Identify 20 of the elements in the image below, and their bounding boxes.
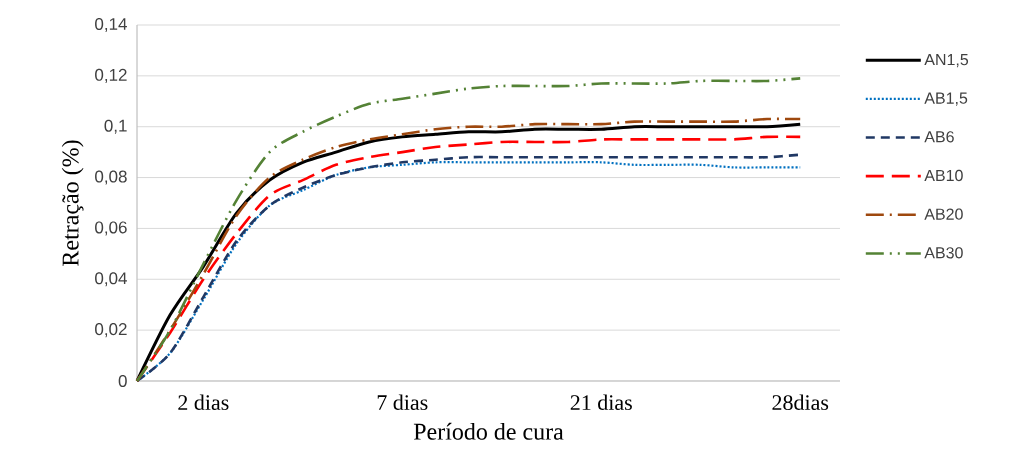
y-tick-label: 0,12: [95, 68, 127, 83]
legend-label: AN1,5: [924, 54, 969, 68]
legend-label: AB30: [924, 247, 963, 259]
y-tick-label: 0: [118, 374, 127, 388]
y-tick-label: 0,08: [95, 170, 127, 185]
legend-label: AB6: [924, 131, 954, 143]
legend-label: AB10: [924, 169, 963, 182]
y-tick-label: 0,04: [95, 272, 127, 287]
x-axis-title: Período de cura: [413, 422, 564, 440]
legend-label: AB20: [924, 208, 963, 220]
y-tick-label: 0,14: [95, 17, 127, 33]
y-tick-label: 0,1: [104, 119, 127, 134]
x-tick-label: 28dias: [772, 394, 829, 410]
y-tick-label: 0,02: [95, 323, 127, 338]
x-tick-label: 2 dias: [178, 394, 229, 410]
x-tick-label: 7 dias: [377, 394, 428, 410]
x-tick-label: 21 dias: [570, 394, 632, 410]
y-tick-label: 0,06: [95, 221, 127, 236]
y-axis-title: Retração (%): [61, 140, 84, 266]
legend-label: AB1,5: [924, 92, 968, 106]
